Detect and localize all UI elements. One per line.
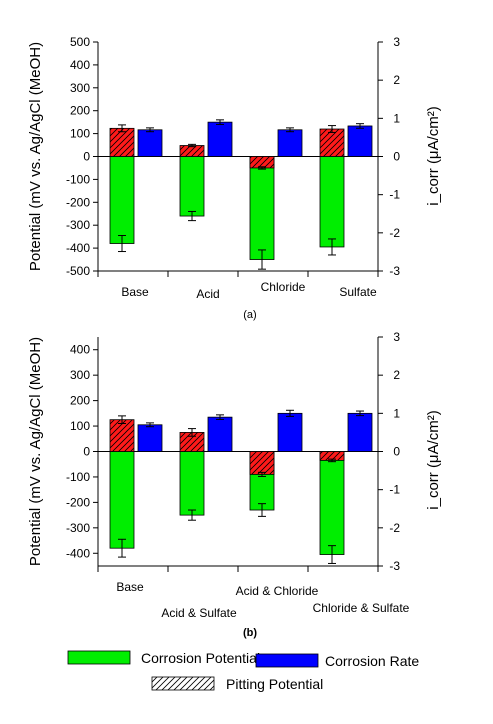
bar-corrosion-potential xyxy=(249,156,275,260)
left-tick-label: 200 xyxy=(70,394,90,408)
right-tick-label: 2 xyxy=(393,73,400,87)
legend-label-corrosion-potential: Corrosion Potential xyxy=(141,650,260,666)
bar-corrosion-potential xyxy=(319,451,345,555)
legend-swatch-corrosion-rate xyxy=(255,653,319,668)
right-tick-label: -3 xyxy=(389,264,400,278)
left-tick-label: 300 xyxy=(70,81,90,95)
bar-pitting-potential xyxy=(319,128,345,157)
left-tick-label: -300 xyxy=(66,521,90,535)
left-tick-label: -400 xyxy=(66,546,90,560)
bar-corrosion-rate xyxy=(207,121,233,157)
left-tick-label: -100 xyxy=(66,470,90,484)
bar-corrosion-rate xyxy=(277,412,303,452)
left-tick-label: 400 xyxy=(70,58,90,72)
right-tick-label: 1 xyxy=(393,406,400,420)
bar-corrosion-rate xyxy=(137,424,163,452)
left-tick-label: 0 xyxy=(83,150,90,164)
category-label: Base xyxy=(121,285,149,299)
right-tick-label: -1 xyxy=(389,188,400,202)
legend-swatch-pitting-potential xyxy=(151,676,215,691)
bar-corrosion-potential xyxy=(179,451,205,516)
category-label: Acid & Sulfate xyxy=(161,606,237,620)
left-tick-label: 500 xyxy=(70,35,90,49)
chart-a: 500 400 300 200 100 0 -100 -200 -300 -400 -500 3 2 1 0… xyxy=(27,35,442,321)
chart-b: 400 300 200 100 0 -100 -200 -300 -400 3 2 1 0 -1 -2 -3 B… xyxy=(27,330,442,639)
bar-pitting-potential xyxy=(109,127,135,157)
bar-corrosion-rate xyxy=(347,125,373,157)
right-axis-label: i_corr (μA/cm²) xyxy=(425,106,442,205)
left-tick-label: -400 xyxy=(66,241,90,255)
bar-pitting-potential xyxy=(109,419,135,452)
legend-label-pitting-potential: Pitting Potential xyxy=(226,676,323,692)
legend: Corrosion Potential Corrosion Rate Pitti… xyxy=(67,650,419,692)
bar-corrosion-potential xyxy=(179,156,205,217)
legend-label-corrosion-rate: Corrosion Rate xyxy=(325,653,419,669)
bar-pitting-potential xyxy=(249,156,275,169)
panel-label: (b) xyxy=(243,627,257,639)
right-tick-label: -2 xyxy=(389,521,400,535)
left-axis-label: Potential (mV vs. Ag/AgCl (MeOH) xyxy=(27,42,44,271)
right-tick-label: 2 xyxy=(393,368,400,382)
bar-corrosion-potential xyxy=(109,451,135,549)
category-label: Sulfate xyxy=(339,285,377,299)
bar-corrosion-potential xyxy=(319,156,345,248)
right-tick-label: -1 xyxy=(389,483,400,497)
bar-corrosion-potential xyxy=(109,156,135,244)
left-tick-label: 0 xyxy=(83,445,90,459)
category-label: Base xyxy=(116,580,144,594)
bar-corrosion-rate xyxy=(347,412,373,452)
right-axis-label: i_corr (μA/cm²) xyxy=(425,410,442,509)
right-tick-label: 3 xyxy=(393,330,400,344)
left-tick-label: 100 xyxy=(70,127,90,141)
left-tick-label: -200 xyxy=(66,495,90,509)
right-tick-label: 0 xyxy=(393,445,400,459)
right-tick-label: 0 xyxy=(393,150,400,164)
left-tick-label: -200 xyxy=(66,195,90,209)
bar-pitting-potential xyxy=(179,145,205,157)
category-label: Chloride xyxy=(261,280,306,294)
left-tick-label: 300 xyxy=(70,368,90,382)
category-label: Chloride & Sulfate xyxy=(313,601,410,615)
right-tick-label: 1 xyxy=(393,111,400,125)
bar-corrosion-rate xyxy=(137,129,163,157)
category-label: Acid & Chloride xyxy=(236,584,319,598)
category-label: Acid xyxy=(196,287,219,301)
left-tick-label: -100 xyxy=(66,172,90,186)
left-tick-label: -300 xyxy=(66,218,90,232)
bar-pitting-potential xyxy=(249,451,275,475)
legend-swatch-corrosion-potential xyxy=(67,650,131,665)
bar-corrosion-rate xyxy=(207,416,233,452)
left-tick-label: 200 xyxy=(70,104,90,118)
panel-label: (a) xyxy=(243,309,256,321)
left-tick-label: 100 xyxy=(70,419,90,433)
right-tick-label: -3 xyxy=(389,559,400,573)
right-tick-label: 3 xyxy=(393,35,400,49)
left-tick-label: 400 xyxy=(70,343,90,357)
right-tick-label: -2 xyxy=(389,226,400,240)
bar-corrosion-rate xyxy=(277,129,303,157)
left-axis-label: Potential (mV vs. Ag/AgCl (MeOH) xyxy=(27,337,44,566)
left-tick-label: -500 xyxy=(66,264,90,278)
